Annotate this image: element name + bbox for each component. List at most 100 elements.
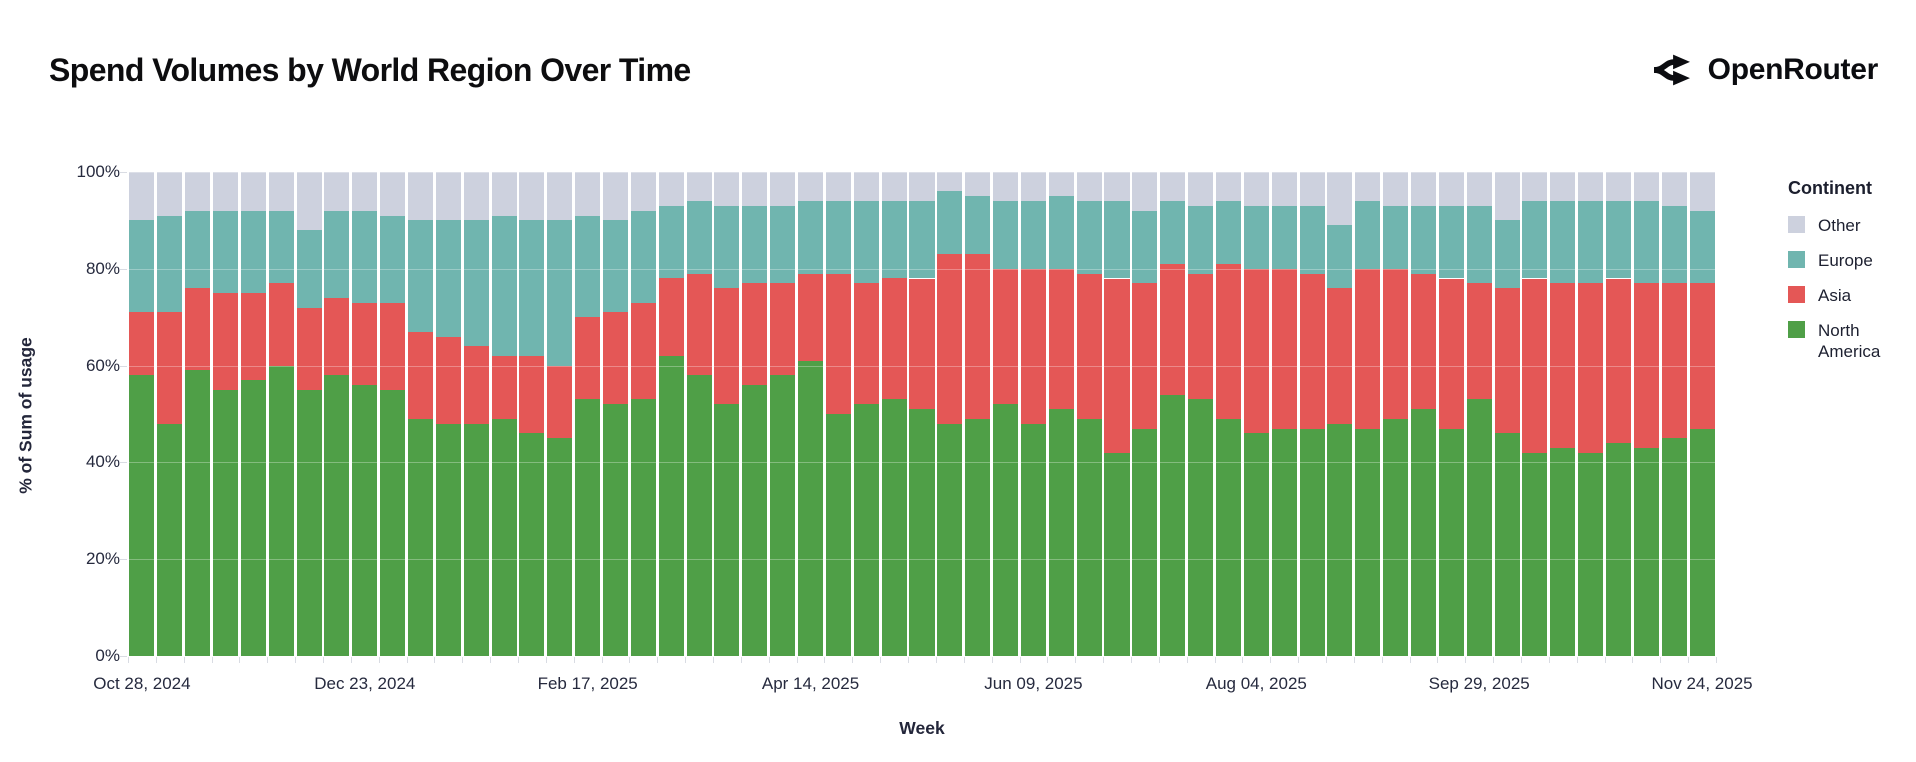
bar-segment-europe [129,220,155,313]
bar-jan-13-2025 [435,172,461,656]
bar-segment-asia [686,273,712,376]
bar-segment-other [1076,172,1102,202]
bar-segment-europe [909,201,935,279]
x-tick-mark [1130,657,1132,663]
bar-segment-europe [1215,201,1241,264]
bar-nov-04-2024 [157,172,183,656]
bar-dec-23-2024 [352,172,378,656]
bar-nov-25-2024 [240,172,266,656]
bar-segment-europe [1578,201,1604,284]
bar-segment-north-america [1188,399,1214,656]
bar-segment-north-america [1160,394,1186,656]
bar-may-05-2025 [881,172,907,656]
x-tick-mark [824,657,826,663]
bar-segment-north-america [1243,433,1269,656]
y-tick-label-100: 100% [76,162,120,181]
y-tick-mark [120,172,127,173]
bar-segment-other [519,172,545,221]
x-tick-mark [1270,657,1272,663]
bar-segment-north-america [296,389,322,656]
x-tick-mark [1381,657,1383,663]
bar-segment-other [296,172,322,231]
bar-segment-europe [240,210,266,293]
bar-segment-europe [742,205,768,284]
bar-segment-asia [993,268,1019,405]
bar-segment-north-america [380,389,406,656]
bar-may-19-2025 [937,172,963,656]
bar-segment-other [770,172,796,206]
bar-segment-north-america [1048,409,1074,656]
x-tick-mark [211,657,213,663]
bar-segment-other [1160,172,1186,202]
legend-swatch-north-america [1788,321,1805,338]
bar-segment-europe [575,215,601,318]
bar-segment-other [1633,172,1659,202]
bar-segment-europe [1605,201,1631,279]
bar-segment-other [380,172,406,216]
bar-segment-other [491,172,517,216]
bar-segment-north-america [1383,418,1409,656]
bar-segment-asia [463,346,489,424]
bar-segment-other [324,172,350,211]
bar-segment-other [1299,172,1325,206]
x-tick-mark [1158,657,1160,663]
x-tick-mark [935,657,937,663]
bar-segment-north-america [1299,428,1325,656]
bar-segment-asia [1243,268,1269,434]
bar-segment-other [1020,172,1046,202]
bar-segment-europe [686,201,712,274]
bar-nov-10-2025 [1633,172,1659,656]
bar-oct-20-2025 [1550,172,1576,656]
bar-feb-17-2025 [575,172,601,656]
x-tick-mark [239,657,241,663]
bar-apr-07-2025 [770,172,796,656]
x-tick-mark [462,657,464,663]
bar-segment-europe [881,201,907,279]
bar-segment-asia [1020,268,1046,424]
x-tick-mark [434,657,436,663]
x-tick-label-apr-14-2025: Apr 14, 2025 [761,674,860,693]
bar-sep-15-2025 [1410,172,1436,656]
x-tick-mark [1520,657,1522,663]
bar-segment-asia [1633,283,1659,448]
bar-segment-north-america [1633,447,1659,656]
bar-segment-europe [1689,210,1715,284]
bar-segment-other [1132,172,1158,211]
bar-segment-europe [491,215,517,356]
x-tick-mark [1298,657,1300,663]
bar-segment-asia [435,336,461,424]
bar-segment-north-america [547,438,573,656]
bar-apr-21-2025 [825,172,851,656]
bar-segment-north-america [240,380,266,656]
bar-segment-asia [324,297,350,376]
bar-segment-europe [352,210,378,303]
bar-segment-asia [1689,283,1715,429]
gridline-20 [128,559,1716,561]
bar-segment-europe [1383,205,1409,269]
bar-segment-asia [714,288,740,405]
bar-segment-europe [1048,196,1074,269]
bar-segment-asia [129,312,155,376]
bar-segment-europe [1661,205,1687,284]
bar-segment-europe [1633,201,1659,284]
x-tick-mark [1242,657,1244,663]
bar-segment-asia [1299,273,1325,429]
bar-segment-europe [1410,205,1436,274]
bar-segment-other [1215,172,1241,202]
bar-segment-other [408,172,434,221]
bar-segment-asia [352,302,378,385]
x-tick-mark [991,657,993,663]
bar-segment-asia [798,273,824,361]
bar-segment-asia [881,278,907,400]
bar-jan-06-2025 [408,172,434,656]
bar-segment-asia [296,307,322,390]
bar-segment-europe [212,210,239,293]
bar-segment-north-america [157,423,183,656]
bar-segment-north-america [1466,399,1492,656]
openrouter-branching-arrows-icon [1650,48,1694,92]
bar-segment-other [1522,172,1548,202]
bar-segment-other [185,172,211,211]
bar-segment-other [435,172,461,221]
bar-segment-europe [1271,205,1297,269]
bar-segment-other [212,172,239,211]
